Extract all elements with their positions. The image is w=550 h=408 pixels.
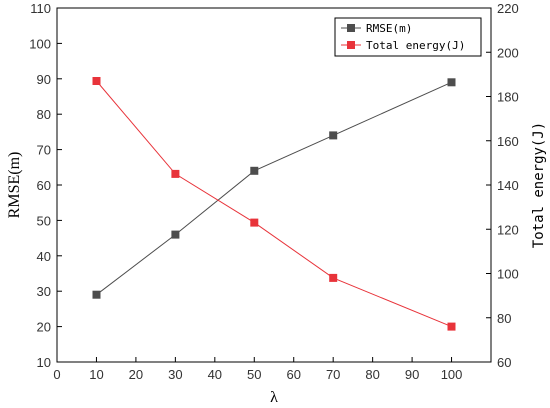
left-tick-label: 60 [37, 178, 51, 193]
left-tick-label: 80 [37, 107, 51, 122]
right-tick-label: 140 [497, 178, 519, 193]
left-tick-label: 10 [37, 355, 51, 370]
legend-marker-energy [347, 41, 355, 49]
right-tick-label: 220 [497, 1, 519, 16]
data-point-energy [92, 77, 101, 85]
left-tick-label: 90 [37, 72, 51, 87]
plot-frame [56, 7, 492, 363]
right-tick-label: 180 [497, 90, 519, 105]
left-tick-label: 30 [37, 284, 51, 299]
data-point-rmse [447, 78, 456, 87]
left-axis-title: RMSE(m) [6, 152, 23, 219]
x-tick-label: 50 [247, 367, 261, 382]
data-point-rmse [329, 131, 338, 140]
x-tick-label: 0 [53, 367, 60, 382]
x-tick-label: 20 [129, 367, 143, 382]
data-point-rmse [250, 166, 259, 175]
legend-label-rmse: RMSE(m) [366, 22, 412, 35]
data-point-energy [250, 218, 259, 227]
right-y-axis: 60 80 100 120 140 160 180 200 220 [486, 1, 519, 370]
series-layer [92, 77, 456, 331]
x-tick-label: 70 [326, 367, 340, 382]
left-tick-label: 110 [30, 1, 51, 16]
left-y-axis: 10 20 30 40 50 60 70 80 90 100 110 [29, 1, 62, 370]
x-axis: 0 10 20 30 40 50 60 70 80 90 100 [53, 357, 462, 382]
x-tick-label: 10 [89, 367, 103, 382]
right-axis-title: Total energy(J) [531, 122, 547, 248]
left-tick-label: 70 [37, 143, 51, 158]
x-tick-label: 100 [441, 367, 463, 382]
data-point-energy [171, 169, 180, 178]
left-tick-label: 100 [29, 36, 51, 51]
data-point-rmse [171, 230, 180, 239]
legend-label-energy: Total energy(J) [366, 39, 465, 52]
left-tick-label: 40 [37, 249, 51, 264]
right-tick-label: 60 [497, 355, 511, 370]
x-tick-label: 80 [365, 367, 379, 382]
right-tick-label: 120 [497, 222, 519, 237]
legend-marker-rmse [347, 24, 355, 32]
right-tick-label: 160 [497, 134, 519, 149]
series-line-energy [96, 80, 452, 328]
series-line-rmse [96, 81, 452, 296]
data-point-rmse [92, 290, 101, 299]
right-tick-label: 80 [497, 311, 511, 326]
x-tick-label: 40 [208, 367, 222, 382]
x-axis-title: λ [270, 389, 278, 406]
right-tick-label: 200 [497, 45, 519, 60]
x-tick-label: 90 [405, 367, 419, 382]
data-point-energy [447, 322, 456, 331]
legend-box [334, 17, 482, 57]
right-tick-label: 100 [497, 267, 519, 282]
left-tick-label: 20 [37, 320, 51, 335]
legend: RMSE(m) Total energy(J) [334, 17, 482, 57]
left-tick-label: 50 [37, 213, 51, 228]
x-tick-label: 60 [286, 367, 300, 382]
data-point-energy [329, 273, 338, 282]
x-tick-label: 30 [168, 367, 182, 382]
